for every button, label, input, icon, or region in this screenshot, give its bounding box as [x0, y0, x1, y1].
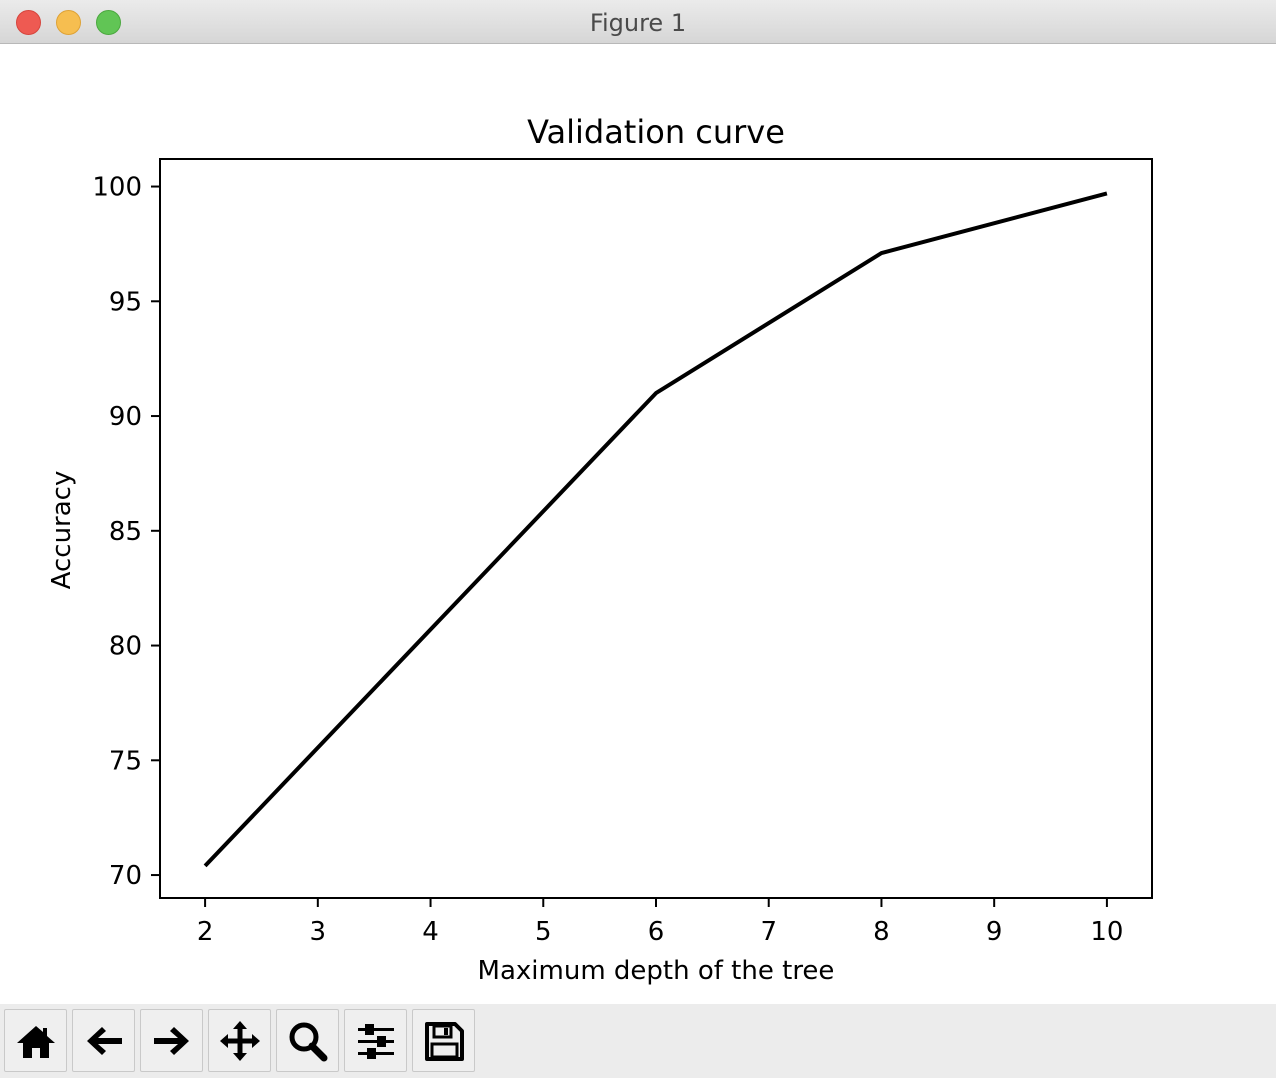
y-axis-label: Accuracy	[47, 471, 77, 590]
x-tick-label: 6	[648, 917, 665, 947]
arrow-right-icon	[153, 1026, 189, 1055]
plot-area	[159, 158, 1153, 899]
x-tick-label: 4	[422, 917, 439, 947]
pan-button[interactable]	[208, 1009, 271, 1072]
y-tick-label: 85	[109, 517, 142, 547]
series-layer	[203, 191, 1108, 868]
x-tick-label: 9	[986, 917, 1003, 947]
zoom-button[interactable]	[276, 1009, 339, 1072]
x-tick-label: 5	[535, 917, 552, 947]
x-tick-label: 10	[1090, 917, 1123, 947]
save-button[interactable]	[412, 1009, 475, 1072]
sliders-icon	[357, 1023, 394, 1059]
validation-curve-chart: Validation curve 2 3 4 5 6 7 8 9 10 70 75 80 85 90 95…	[47, 113, 1153, 986]
back-button[interactable]	[72, 1009, 135, 1072]
chart-title: Validation curve	[527, 113, 785, 151]
window-title: Figure 1	[589, 9, 687, 37]
accuracy-series-line	[203, 191, 1108, 868]
figure-canvas[interactable]: Validation curve 2 3 4 5 6 7 8 9 10 70 75 80 85 90 95…	[0, 44, 1276, 1004]
y-axis: 70 75 80 85 90 95 100	[92, 173, 160, 891]
home-button[interactable]	[4, 1009, 67, 1072]
home-icon	[16, 1025, 55, 1058]
magnifier-icon	[289, 1022, 327, 1061]
forward-button[interactable]	[140, 1009, 203, 1072]
navigation-toolbar	[0, 1004, 1276, 1078]
maximize-window-button[interactable]	[96, 10, 121, 35]
move-icon	[219, 1020, 260, 1061]
y-tick-label: 70	[109, 861, 142, 891]
y-tick-label: 95	[109, 287, 142, 317]
floppy-disk-icon	[424, 1021, 464, 1061]
x-tick-label: 7	[760, 917, 777, 947]
y-tick-label: 80	[109, 632, 142, 662]
y-tick-label: 75	[109, 746, 142, 776]
configure-subplots-button[interactable]	[344, 1009, 407, 1072]
close-window-button[interactable]	[16, 10, 41, 35]
y-tick-label: 100	[92, 173, 142, 203]
x-axis: 2 3 4 5 6 7 8 9 10	[197, 898, 1123, 947]
arrow-left-icon	[86, 1026, 122, 1055]
minimize-window-button[interactable]	[56, 10, 81, 35]
y-tick-label: 90	[109, 402, 142, 432]
x-tick-label: 3	[310, 917, 327, 947]
x-tick-label: 8	[873, 917, 890, 947]
title-bar[interactable]: Figure 1	[0, 0, 1276, 44]
x-tick-label: 2	[197, 917, 214, 947]
x-axis-label: Maximum depth of the tree	[478, 956, 835, 986]
